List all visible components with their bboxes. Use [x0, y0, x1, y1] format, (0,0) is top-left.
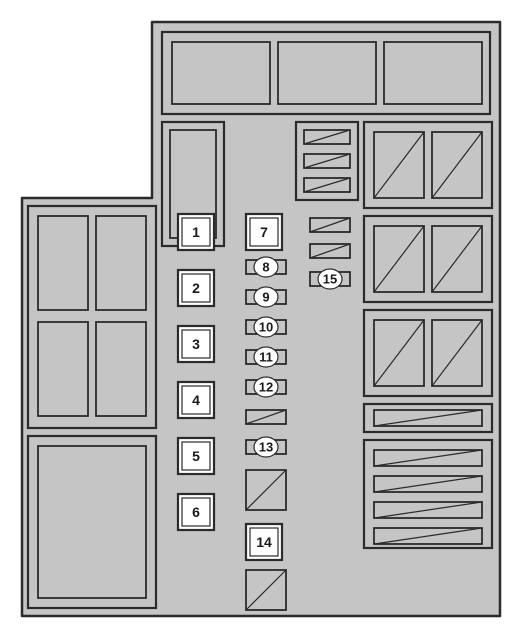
- fuse-f5: 5: [178, 438, 214, 474]
- fuse-group-5: [364, 310, 492, 396]
- fuse-f13: 13: [254, 437, 278, 457]
- fuse-label-f10: 10: [259, 320, 273, 335]
- fuse-label-f2: 2: [192, 280, 200, 296]
- fuse-f2: 2: [178, 270, 214, 306]
- fuse-label-f9: 9: [262, 290, 269, 305]
- fuse-label-f6: 6: [192, 504, 200, 520]
- slot-8: [246, 410, 286, 424]
- fuse-f10: 10: [254, 317, 278, 337]
- fuse-label-f8: 8: [262, 260, 269, 275]
- fuse-label-f5: 5: [192, 448, 200, 464]
- slot-1: [310, 244, 350, 258]
- fuse-f12: 12: [254, 377, 278, 397]
- fuse-f11: 11: [254, 347, 278, 367]
- fuse-f4: 4: [178, 382, 214, 418]
- fuse-f6: 6: [178, 494, 214, 530]
- fuse-label-f13: 13: [259, 440, 273, 455]
- fuse-label-f11: 11: [259, 350, 273, 365]
- fuse-label-f15: 15: [323, 272, 337, 287]
- slot-0: [310, 218, 350, 232]
- fuse-group-8: [28, 206, 156, 428]
- fuse-f14: 14: [246, 524, 282, 560]
- fuse-label-f12: 12: [259, 380, 273, 395]
- fuse-f1: 1: [178, 214, 214, 250]
- slot-11: [246, 570, 286, 610]
- fuse-label-f4: 4: [192, 392, 200, 408]
- fusebox-diagram: 123456714891011121315: [0, 0, 520, 640]
- fuse-label-f14: 14: [256, 534, 272, 550]
- fuse-f7: 7: [246, 214, 282, 250]
- fuse-group-0: [162, 32, 490, 114]
- fuse-label-f1: 1: [192, 224, 200, 240]
- slot-10: [246, 470, 286, 510]
- fuse-group-7: [364, 440, 492, 548]
- fuse-label-f7: 7: [260, 224, 268, 240]
- fuse-label-f3: 3: [192, 336, 200, 352]
- fuse-group-3: [364, 122, 492, 208]
- fuse-f8: 8: [254, 257, 278, 277]
- fuse-f3: 3: [178, 326, 214, 362]
- fuse-group-4: [364, 216, 492, 302]
- fuse-group-6: [364, 404, 492, 432]
- fuse-group-2: [296, 122, 358, 200]
- fuse-group-9: [28, 436, 156, 608]
- fuse-f15: 15: [318, 269, 342, 289]
- fuse-f9: 9: [254, 287, 278, 307]
